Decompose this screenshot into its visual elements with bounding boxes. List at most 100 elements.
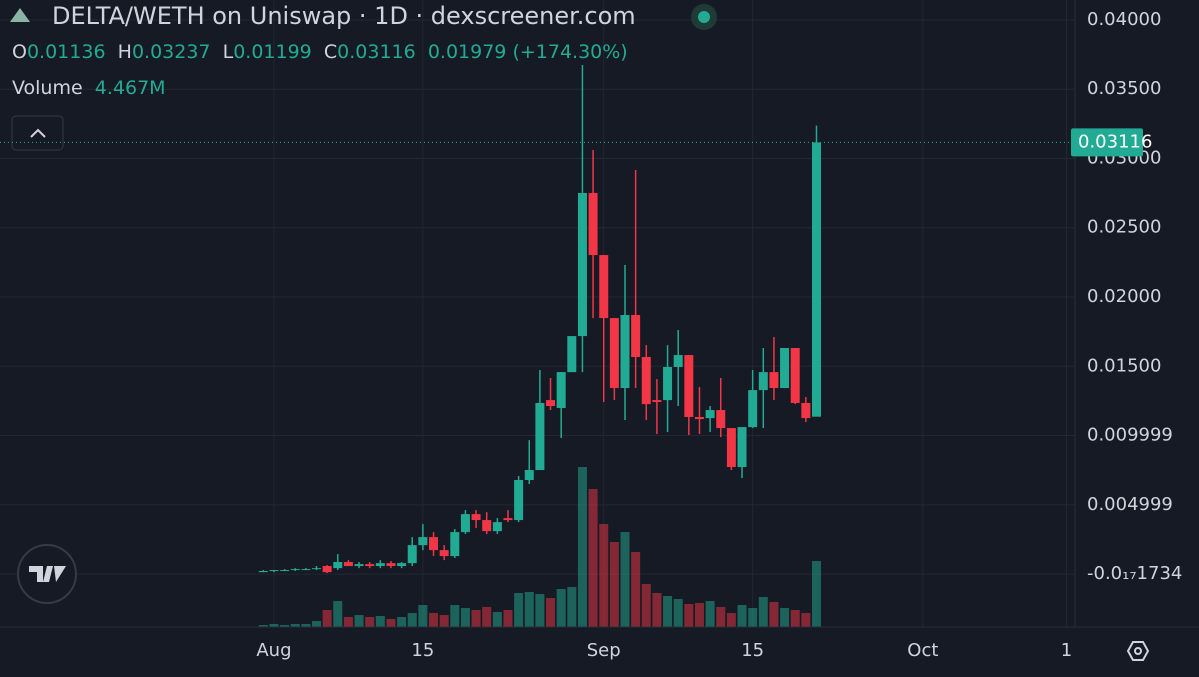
- volume-bar: [258, 625, 268, 627]
- candle-body: [407, 545, 417, 564]
- candle-body: [471, 514, 481, 521]
- candle-body: [609, 318, 619, 389]
- candle-body: [535, 402, 545, 471]
- candle-body: [418, 537, 428, 546]
- volume-bar: [726, 612, 736, 627]
- y-tick-label: -0.0₁₇1734: [1087, 563, 1182, 584]
- candle-body: [780, 347, 790, 389]
- candle-body: [503, 518, 513, 521]
- x-tick-label: 1: [1061, 640, 1072, 661]
- ohlc-label: L: [222, 41, 234, 63]
- collapse-button[interactable]: [11, 115, 64, 151]
- ohlc-legend: O0.01136 H0.03237 L0.01199 C0.03116 0.01…: [12, 41, 628, 63]
- volume-bar: [599, 524, 609, 627]
- candle-body: [546, 400, 556, 407]
- x-tick-label: 15: [741, 640, 764, 661]
- candle-body: [514, 480, 524, 521]
- candle-body: [429, 537, 439, 551]
- volume-bar: [737, 605, 747, 627]
- change: 0.01979 (+174.30%): [427, 41, 628, 63]
- candle-body: [705, 410, 715, 419]
- candle-body: [599, 255, 609, 319]
- candle-body: [758, 372, 768, 391]
- volume-bar: [567, 587, 577, 627]
- candle-body: [641, 356, 651, 405]
- y-tick-label: 0.01500: [1087, 355, 1161, 376]
- ohlc-value: 0.01136: [26, 41, 106, 63]
- y-tick-label: 0.009999: [1087, 425, 1173, 446]
- volume-bar: [343, 617, 353, 627]
- volume-bar: [450, 605, 460, 627]
- volume-bar: [811, 561, 821, 627]
- volume-bar: [556, 588, 566, 627]
- y-tick-label: 0.02000: [1087, 286, 1161, 307]
- candle-body: [663, 366, 673, 401]
- candle-body: [801, 402, 811, 419]
- candle-body: [311, 568, 321, 570]
- volume-bar: [801, 612, 811, 627]
- x-tick-label: Sep: [587, 640, 621, 661]
- ohlc-value: 0.01199: [233, 41, 312, 63]
- candle-body: [524, 470, 534, 481]
- volume-bar: [280, 625, 290, 627]
- volume-bar: [429, 612, 439, 627]
- volume-bar: [397, 617, 407, 627]
- candle-body: [588, 192, 598, 256]
- volume-bar: [290, 624, 300, 627]
- volume-bar: [471, 609, 481, 627]
- candle-body: [620, 315, 630, 389]
- volume-bar: [546, 598, 556, 627]
- candle-body: [556, 372, 566, 408]
- settings-icon-center: [1134, 647, 1142, 655]
- candle-body: [301, 569, 311, 571]
- candle-body: [684, 355, 694, 417]
- volume-bar: [577, 467, 587, 627]
- volume-bar: [663, 595, 673, 627]
- volume-bar: [375, 615, 385, 627]
- candle-body: [322, 566, 332, 573]
- volume-bar: [269, 624, 279, 627]
- y-tick-label: 0.04000: [1087, 9, 1161, 30]
- candle-body: [333, 562, 343, 569]
- volume-bar: [716, 607, 726, 627]
- volume-bar: [418, 605, 428, 627]
- candle-body: [769, 372, 779, 389]
- candle-body: [790, 347, 800, 403]
- tradingview-logo-mark: [29, 566, 66, 582]
- volume-bar: [705, 601, 715, 627]
- settings-icon[interactable]: [1126, 641, 1150, 661]
- candle-body: [694, 416, 704, 420]
- ohlc-value: 0.03116: [337, 41, 416, 63]
- volume-bar: [503, 609, 513, 627]
- volume-bar: [535, 594, 545, 627]
- token-icon: [10, 8, 30, 22]
- ohlc-label: H: [117, 41, 132, 63]
- candle-body: [439, 550, 449, 557]
- volume-bar: [482, 607, 492, 627]
- candle-body: [811, 142, 821, 417]
- candle-body: [343, 562, 353, 567]
- candle-body: [482, 520, 492, 532]
- volume-bar: [524, 591, 534, 627]
- candle-body: [450, 532, 460, 557]
- last-price-tag: [1071, 128, 1143, 157]
- volume-bar: [684, 604, 694, 627]
- candle-body: [386, 563, 396, 567]
- volume-bar: [588, 488, 598, 627]
- candle-body: [354, 564, 364, 567]
- x-tick-label: Aug: [256, 640, 291, 661]
- volume-legend: Volume 4.467M: [12, 77, 166, 99]
- candle-body: [567, 336, 577, 373]
- volume-bar: [748, 608, 758, 627]
- ohlc-value: 0.03237: [131, 41, 211, 63]
- candle-body: [726, 428, 736, 467]
- volume-bar: [386, 618, 396, 627]
- candle-body: [492, 522, 502, 532]
- y-tick-label: 0.03500: [1087, 78, 1161, 99]
- volume-bar: [354, 615, 364, 627]
- volume-bar: [609, 541, 619, 627]
- volume-bar: [365, 617, 375, 627]
- volume-bar: [780, 608, 790, 627]
